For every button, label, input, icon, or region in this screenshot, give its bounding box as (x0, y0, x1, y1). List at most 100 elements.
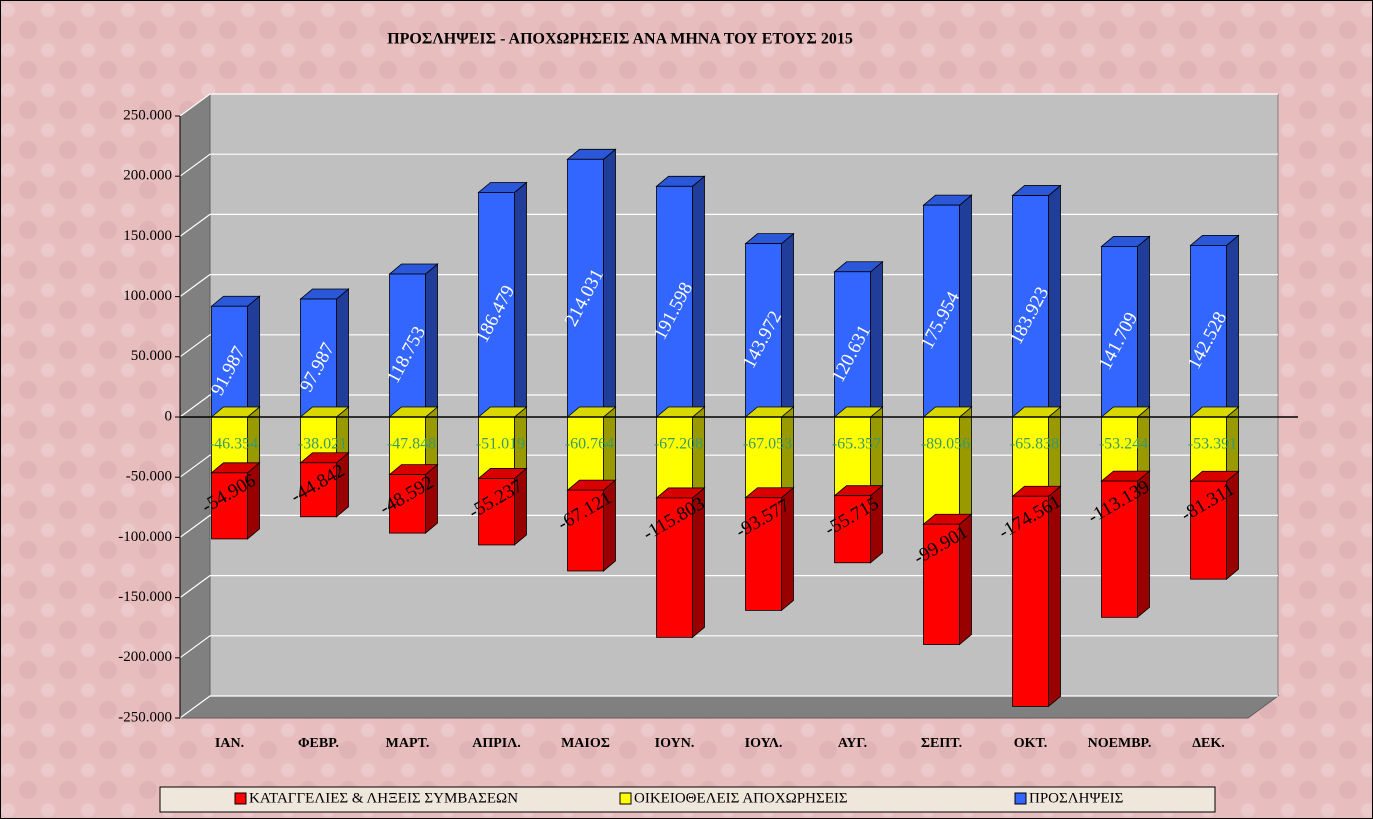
data-label: -89.056 (921, 436, 970, 453)
bar-front (389, 474, 426, 534)
bar (1189, 234, 1240, 418)
legend-swatch (1014, 792, 1027, 805)
bar-side (603, 148, 616, 418)
grid-line (179, 514, 1278, 538)
data-label: -53.391 (1188, 436, 1237, 453)
bar-side (1048, 485, 1061, 708)
data-label: -38.021 (298, 436, 347, 453)
bar (388, 263, 439, 418)
chart-title: ΠΡΟΣΛΗΨΕΙΣ - ΑΠΟΧΩΡΗΣΕΙΣ ΑΝΑ ΜΗΝΑ ΤΟΥ ΕΤ… (387, 31, 853, 48)
data-label: -53.244 (1099, 436, 1148, 453)
x-tick-label: ΜΑΡΤ. (386, 736, 430, 751)
bar (1011, 485, 1062, 708)
x-tick-label: ΔΕΚ. (1192, 736, 1225, 751)
grid-line (179, 213, 1278, 237)
bar (833, 406, 884, 497)
bar (1100, 470, 1151, 619)
y-tick-label: -100.000 (118, 529, 172, 545)
bar (1011, 406, 1062, 498)
bar (655, 175, 706, 418)
bar-front (923, 523, 960, 645)
bar (566, 479, 617, 572)
y-tick-label: 200.000 (123, 168, 172, 184)
bar-front (834, 495, 871, 564)
bar-side (959, 406, 972, 526)
bar (1189, 406, 1240, 483)
y-tick-label: -150.000 (118, 589, 172, 605)
bar (922, 513, 973, 646)
bar (1100, 406, 1151, 482)
bar-front (300, 298, 337, 418)
grid-line (179, 454, 1278, 478)
y-tick-label: 250.000 (123, 107, 172, 123)
bar (477, 467, 528, 546)
data-label: -65.838 (1010, 436, 1059, 453)
y-tick-label: 50.000 (131, 348, 172, 364)
bar (566, 148, 617, 418)
y-tick-label: 0 (165, 408, 173, 424)
bar (655, 487, 706, 639)
bar-front (211, 472, 248, 540)
bar-front (1101, 416, 1138, 482)
bar-front (1190, 416, 1227, 482)
bar (299, 288, 350, 418)
legend-swatch (234, 792, 247, 805)
legend-label: ΟΙΚΕΙΟΘΕΛΕΙΣ ΑΠΟΧΩΡΗΣΕΙΣ (634, 790, 848, 806)
bar-side (514, 181, 527, 418)
y-tick-label: 100.000 (123, 288, 172, 304)
x-tick-label: ΝΟΕΜΒΡ. (1088, 736, 1152, 751)
grid-line (179, 153, 1278, 177)
grid-line (179, 695, 1278, 719)
bar (833, 484, 884, 564)
grid-line (179, 93, 1278, 117)
bar-side (425, 263, 438, 418)
data-label: -46.354 (209, 436, 258, 453)
x-tick-label: ΑΠΡΙΛ. (472, 736, 521, 751)
bar (1189, 470, 1240, 581)
legend (159, 786, 1216, 813)
bar (299, 451, 350, 518)
x-tick-label: ΟΚΤ. (1014, 736, 1048, 751)
bar-side (1226, 234, 1239, 418)
bar-front (567, 416, 604, 491)
bar-front (745, 497, 782, 611)
bar-front (300, 462, 337, 518)
legend-label: ΠΡΟΣΛΗΨΕΙΣ (1029, 790, 1123, 806)
bar (1011, 184, 1062, 418)
legend-swatch (619, 792, 632, 805)
bar-front (656, 416, 693, 499)
bar-front (656, 497, 693, 638)
bar-front (923, 416, 960, 525)
x-tick-label: ΙΟΥΝ. (655, 736, 695, 751)
grid-line (179, 334, 1278, 358)
bar (210, 295, 261, 418)
data-label: -60.764 (565, 436, 614, 453)
bar-front (1012, 495, 1049, 707)
data-label: -67.053 (743, 436, 792, 453)
bar (388, 463, 439, 534)
bar (744, 232, 795, 418)
x-tick-label: ΦΕΒΡ. (298, 736, 339, 751)
bar-front (478, 478, 515, 546)
bar-side (1137, 235, 1150, 418)
bar-front (567, 489, 604, 572)
bar-front (745, 416, 782, 499)
legend-label: ΚΑΤΑΓΓΕΛΙΕΣ & ΛΗΞΕΙΣ ΣΥΜΒΑΣΕΩΝ (249, 790, 518, 806)
bar-front (1190, 480, 1227, 580)
bar-side (336, 288, 349, 418)
x-tick-label: ΑΥΓ. (838, 736, 867, 751)
bar (922, 406, 973, 526)
bar-front (567, 158, 604, 418)
bar-front (1190, 244, 1227, 418)
data-label: -47.848 (387, 436, 436, 453)
bar-side (1048, 184, 1061, 418)
bar (1100, 235, 1151, 418)
y-tick-label: -50.000 (126, 469, 172, 485)
floor (178, 695, 1280, 719)
x-tick-label: ΜΑΙΟΣ (561, 736, 610, 751)
x-tick-label: ΙΟΥΛ. (745, 736, 783, 751)
bar (655, 406, 706, 499)
bar-side (692, 175, 705, 418)
